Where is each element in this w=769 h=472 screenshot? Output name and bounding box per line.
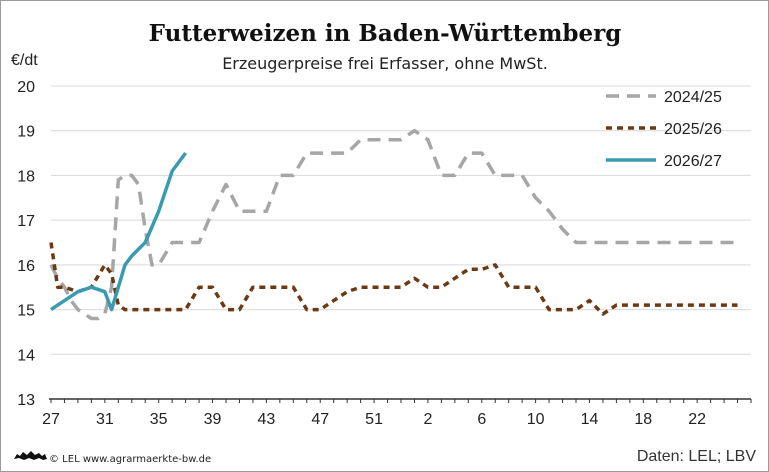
x-tick-label: 31 — [96, 411, 114, 428]
y-axis-unit-label: €/dt — [11, 52, 38, 69]
x-tick-label: 6 — [477, 411, 486, 428]
series-line-2024-25 — [49, 128, 738, 321]
x-tick-label: 10 — [527, 411, 545, 428]
y-tick-label: 19 — [17, 124, 35, 141]
y-tick-label: 14 — [17, 347, 35, 364]
x-tick-label: 14 — [581, 411, 599, 428]
legend-label: 2025/26 — [664, 121, 722, 138]
data-source: Daten: LEL; LBV — [637, 448, 757, 465]
legend-label: 2026/27 — [664, 153, 722, 170]
footer-logo — [14, 451, 47, 460]
y-tick-label: 16 — [17, 258, 35, 275]
y-tick-label: 20 — [17, 79, 35, 96]
series-line-2025-26 — [49, 242, 738, 316]
x-tick-label: 39 — [204, 411, 222, 428]
x-tick-label: 35 — [150, 411, 168, 428]
x-tick-label: 18 — [634, 411, 652, 428]
x-tick-label: 22 — [688, 411, 706, 428]
footer-credit: © LEL www.agrarmaerkte-bw.de — [49, 454, 211, 465]
x-tick-label: 47 — [311, 411, 329, 428]
x-tick-label: 51 — [365, 411, 383, 428]
y-tick-label: 13 — [17, 392, 35, 409]
legend-label: 2024/25 — [664, 89, 722, 106]
chart-title: Futterweizen in Baden-Württemberg — [149, 20, 622, 47]
x-tick-label: 27 — [42, 411, 60, 428]
y-tick-label: 17 — [17, 213, 35, 230]
x-axis: 27 31 35 39 43 47 51 2 6 10 14 18 22 — [42, 398, 752, 428]
series-line-2026-27 — [50, 152, 188, 312]
y-tick-label: 15 — [17, 303, 35, 320]
y-axis-ticks: 13 14 15 16 17 18 19 20 — [17, 79, 35, 409]
x-tick-label: 2 — [423, 411, 432, 428]
baden-wuerttemberg-lion-icon — [14, 451, 47, 460]
y-tick-label: 18 — [17, 168, 35, 185]
legend: 2024/25 2025/26 2026/27 — [606, 89, 722, 170]
plot-area — [49, 128, 738, 321]
chart-subtitle: Erzeugerpreise frei Erfasser, ohne MwSt. — [222, 54, 548, 73]
x-tick-label: 43 — [257, 411, 275, 428]
